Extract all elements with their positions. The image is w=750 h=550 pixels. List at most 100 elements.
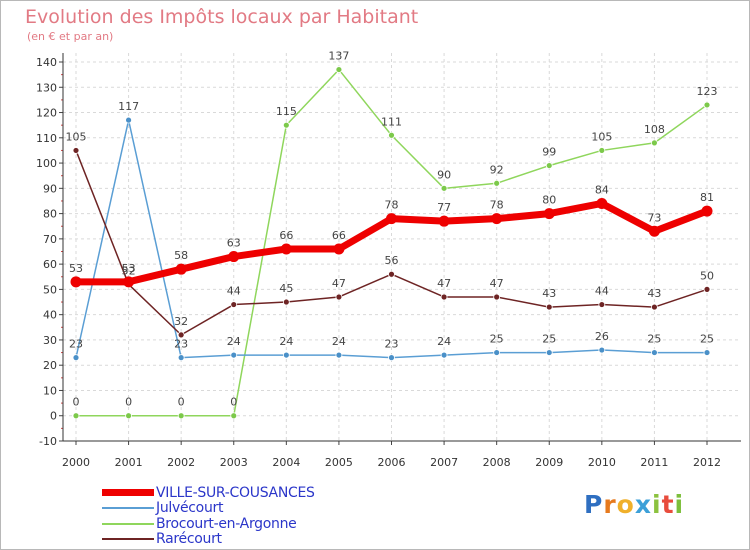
data-label: 92 [490, 163, 504, 176]
x-tick-label: 2006 [378, 456, 406, 469]
data-label: 24 [332, 335, 346, 348]
data-point [598, 301, 606, 308]
data-label: 32 [174, 315, 188, 328]
data-point [230, 351, 238, 359]
data-label: 0 [178, 396, 185, 409]
data-point [651, 139, 658, 147]
data-label: 23 [174, 338, 188, 351]
legend-swatch [102, 522, 154, 525]
legend-label: VILLE-SUR-COUSANCES [156, 484, 315, 501]
proxiti-logo: Proxiti [584, 490, 685, 519]
data-point [388, 131, 395, 139]
data-label: 56 [385, 254, 399, 267]
legend-item: VILLE-SUR-COUSANCES [102, 485, 315, 501]
data-point [386, 213, 397, 225]
data-label: 47 [490, 277, 504, 290]
y-tick-label: 140 [36, 56, 57, 69]
data-point [703, 101, 711, 109]
data-label: 26 [595, 330, 609, 343]
axes: -10 0 10 20 30 40 50 60 70 80 90 100 110 120 130 140 200… [36, 53, 741, 469]
data-point [177, 354, 185, 362]
data-label: 63 [227, 237, 241, 250]
data-point [282, 351, 290, 359]
data-label: 25 [700, 333, 714, 346]
x-tick-label: 2001 [115, 456, 143, 469]
data-label: 105 [66, 130, 87, 143]
data-label: 47 [437, 277, 451, 290]
legend-item: Brocourt-en-Argonne [102, 516, 315, 532]
data-point [493, 349, 501, 356]
data-point [230, 301, 238, 308]
data-label: 43 [647, 287, 661, 300]
legend-swatch [102, 538, 154, 541]
data-point [598, 147, 606, 154]
legend: VILLE-SUR-COUSANCES Julvécourt Brocourt-en… [102, 485, 315, 547]
x-tick-label: 2005 [325, 456, 353, 469]
data-point [596, 197, 608, 209]
data-point [648, 225, 660, 237]
data-point [493, 293, 501, 301]
data-point [651, 349, 658, 356]
data-point [440, 293, 448, 301]
data-label: 117 [118, 100, 139, 113]
data-label: 0 [73, 396, 80, 409]
data-label: 45 [279, 282, 293, 295]
legend-item: Rarécourt [102, 531, 315, 548]
data-point [177, 331, 185, 339]
data-label: 123 [697, 85, 718, 98]
y-tick-label: 60 [43, 258, 57, 271]
data-point [175, 263, 187, 275]
data-point [335, 351, 343, 359]
data-point [703, 285, 711, 293]
y-tick-label: 10 [43, 384, 57, 397]
data-point [545, 303, 553, 311]
legend-label: Julvécourt [156, 500, 224, 517]
data-point [228, 251, 240, 263]
data-label: 105 [591, 130, 612, 143]
data-point [280, 243, 292, 255]
series-julv-court: 23 117 23 24 24 24 23 24 25 25 26 25 25 [69, 100, 714, 362]
data-point [335, 66, 343, 73]
data-label: 52 [122, 264, 136, 277]
data-point [440, 351, 448, 359]
y-tick-label: 50 [43, 283, 57, 296]
x-tick-label: 2000 [62, 456, 90, 469]
data-label: 78 [385, 199, 399, 212]
x-tick-label: 2002 [167, 456, 195, 469]
data-point [703, 349, 711, 356]
data-point [545, 162, 553, 169]
data-label: 25 [490, 333, 504, 346]
data-point [543, 208, 555, 220]
data-label: 137 [328, 50, 349, 63]
data-point [598, 346, 606, 354]
y-tick-label: 30 [43, 334, 57, 347]
data-label: 23 [69, 338, 83, 351]
legend-swatch [102, 507, 154, 510]
y-tick-label: 40 [43, 309, 57, 322]
data-point [335, 293, 343, 301]
legend-label: Rarécourt [156, 531, 222, 548]
data-label: 44 [227, 285, 241, 298]
data-point [177, 412, 185, 420]
data-label: 24 [279, 335, 293, 348]
data-point [72, 147, 80, 154]
y-tick-label: 70 [43, 233, 57, 246]
data-label: 53 [69, 262, 83, 275]
x-tick-label: 2010 [588, 456, 616, 469]
y-tick-label: 80 [43, 208, 57, 221]
data-point [491, 213, 503, 225]
data-label: 23 [385, 338, 399, 351]
data-label: 25 [647, 333, 661, 346]
x-tick-label: 2003 [220, 456, 248, 469]
series-brocourt-en-argonne: 0 0 0 0 115 137 111 90 92 99 105 108 123 [73, 50, 718, 420]
data-point [438, 215, 450, 227]
y-tick-label: 110 [36, 132, 57, 145]
data-label: 66 [332, 229, 346, 242]
data-point [388, 270, 395, 278]
data-label: 24 [227, 335, 241, 348]
data-label: 108 [644, 123, 665, 136]
data-label: 99 [542, 146, 556, 159]
chart-title: Evolution des Impôts locaux par Habitant [25, 6, 419, 28]
data-point [282, 298, 290, 306]
